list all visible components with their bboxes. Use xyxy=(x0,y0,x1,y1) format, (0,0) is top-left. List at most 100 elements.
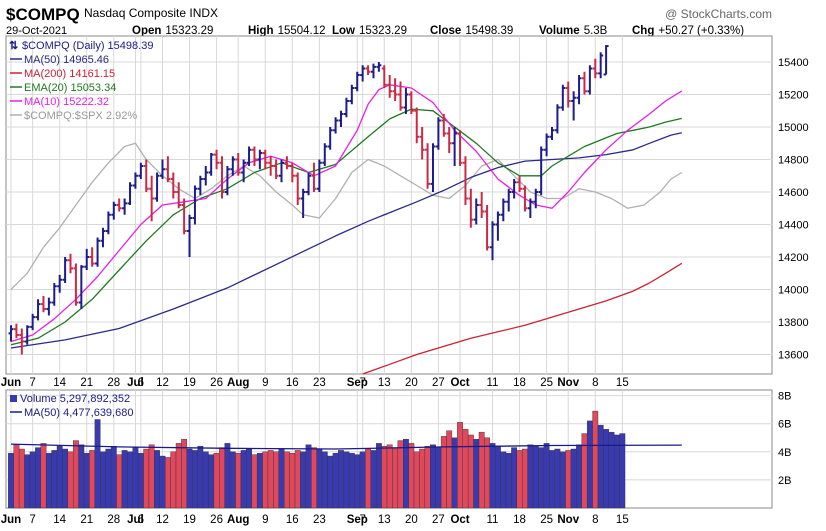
price-tick-label: 14400 xyxy=(778,220,809,232)
ohlc-bar xyxy=(592,58,598,79)
ohlc-bar xyxy=(338,110,344,127)
volume-bar xyxy=(381,445,388,509)
ohlc-bar xyxy=(24,325,30,345)
volume-legend: Volume 5,297,892,352 MA(50) 4,477,639,68… xyxy=(10,393,133,419)
x-tick-label: Aug xyxy=(227,377,249,389)
ohlc-bar xyxy=(262,149,268,170)
volume-bar xyxy=(213,453,220,509)
price-panel-frame xyxy=(5,35,773,375)
x-tick-label-bottom: 18 xyxy=(513,514,526,526)
ohlc-bar xyxy=(598,52,604,79)
ma50-line xyxy=(10,132,682,349)
x-tick-label-bottom: 20 xyxy=(405,514,418,526)
ohlc-bar xyxy=(387,75,393,98)
ma10-line xyxy=(10,84,683,343)
ohlc-bar xyxy=(560,84,566,111)
volume-bar xyxy=(273,451,279,509)
ohlc-bar xyxy=(506,188,512,212)
volume-bar xyxy=(549,450,555,509)
legend-volume: Volume 5,297,892,352 xyxy=(20,393,130,405)
x-tick-label: 12 xyxy=(156,377,169,389)
ohlc-bar xyxy=(327,127,333,150)
ohlc-bar xyxy=(430,143,436,192)
ohlc-bar xyxy=(122,198,128,215)
volume-bar xyxy=(543,443,550,509)
x-tick-label: 6 xyxy=(138,377,144,389)
volume-bar xyxy=(608,431,615,509)
volume-tick-label: 2B xyxy=(778,475,791,487)
ohlc-bar xyxy=(246,146,252,166)
x-tick-label: 9 xyxy=(262,377,268,389)
ohlc-bar xyxy=(376,62,382,72)
volume-bar xyxy=(116,454,123,509)
price-tick-label: 15400 xyxy=(778,57,809,69)
ohlc-bar xyxy=(414,107,420,144)
volume-tick-label: 8B xyxy=(778,391,791,403)
volume-bar xyxy=(51,450,58,509)
ma200-line xyxy=(362,262,683,375)
volume-bar xyxy=(462,429,469,509)
open-label: Open xyxy=(132,25,161,37)
price-tick-label: 14000 xyxy=(778,285,809,297)
chg-value: +50.27 (+0.33%) xyxy=(658,25,744,37)
ohlc-bar xyxy=(468,188,474,228)
legend-volume-swatch xyxy=(10,395,17,402)
x-tick-label-bottom: 6 xyxy=(138,514,144,526)
volume-bar xyxy=(159,455,166,509)
volume-bar xyxy=(78,444,85,509)
ohlc-bar xyxy=(322,143,328,166)
x-tick-label: 20 xyxy=(405,377,418,389)
x-tick-label-bottom: 8 xyxy=(592,514,598,526)
volume-bar xyxy=(62,448,69,509)
legend-ema20: EMA(20) 15053.34 xyxy=(24,82,116,94)
volume-bar xyxy=(132,447,139,509)
volume-bar xyxy=(338,450,344,509)
x-tick-label: Nov xyxy=(557,377,579,389)
volume-bar xyxy=(67,451,74,509)
x-tick-label-bottom: Jun xyxy=(1,514,21,526)
ohlc-bar xyxy=(289,162,295,183)
ohlc-bar xyxy=(78,265,84,309)
price-tick-label: 13800 xyxy=(778,317,809,329)
ohlc-bar xyxy=(538,146,544,196)
ohlc-bar xyxy=(295,172,301,205)
ohlc-bar xyxy=(127,182,133,205)
x-tick-label-bottom: 21 xyxy=(80,514,93,526)
x-tick-label: 14 xyxy=(53,377,66,389)
volume-bar xyxy=(505,453,512,509)
volume-bar xyxy=(343,451,350,509)
volume-bar xyxy=(56,445,63,509)
ohlc-bar xyxy=(425,143,431,189)
volume-bar xyxy=(532,445,539,509)
volume-bar xyxy=(494,445,501,509)
x-tick-label-bottom: 14 xyxy=(53,514,66,526)
x-tick-label: Jun xyxy=(1,377,21,389)
x-tick-label-bottom: 25 xyxy=(540,514,553,526)
x-tick-label: 16 xyxy=(286,377,299,389)
volume-bar xyxy=(154,450,160,509)
volume-bar xyxy=(235,453,242,509)
x-tick-label: 26 xyxy=(210,377,223,389)
volume-bar xyxy=(13,444,20,509)
ohlc-bar xyxy=(257,149,263,170)
volume-bar xyxy=(278,448,285,509)
volume-bar xyxy=(148,444,155,509)
index-name: Nasdaq Composite INDX xyxy=(84,6,218,20)
x-tick-label-bottom: 7 xyxy=(359,514,365,526)
volume-bar xyxy=(576,444,582,509)
ohlc-bar xyxy=(241,159,247,183)
ohlc-bar xyxy=(273,159,279,179)
ohlc-bar xyxy=(105,211,111,235)
ohlc-bar xyxy=(149,175,155,222)
watermark: @ StockCharts.com xyxy=(665,7,772,21)
ohlc-bar xyxy=(370,63,376,79)
x-tick-label-bottom: Oct xyxy=(450,514,469,526)
ohlc-bar xyxy=(392,78,398,101)
volume-bar xyxy=(24,454,31,509)
ohlc-bar xyxy=(441,114,447,137)
ohlc-bar xyxy=(89,247,95,267)
close-label: Close xyxy=(430,25,461,37)
x-tick-label: 23 xyxy=(313,377,326,389)
ohlc-bar xyxy=(116,198,122,212)
volume-bar xyxy=(186,448,193,509)
